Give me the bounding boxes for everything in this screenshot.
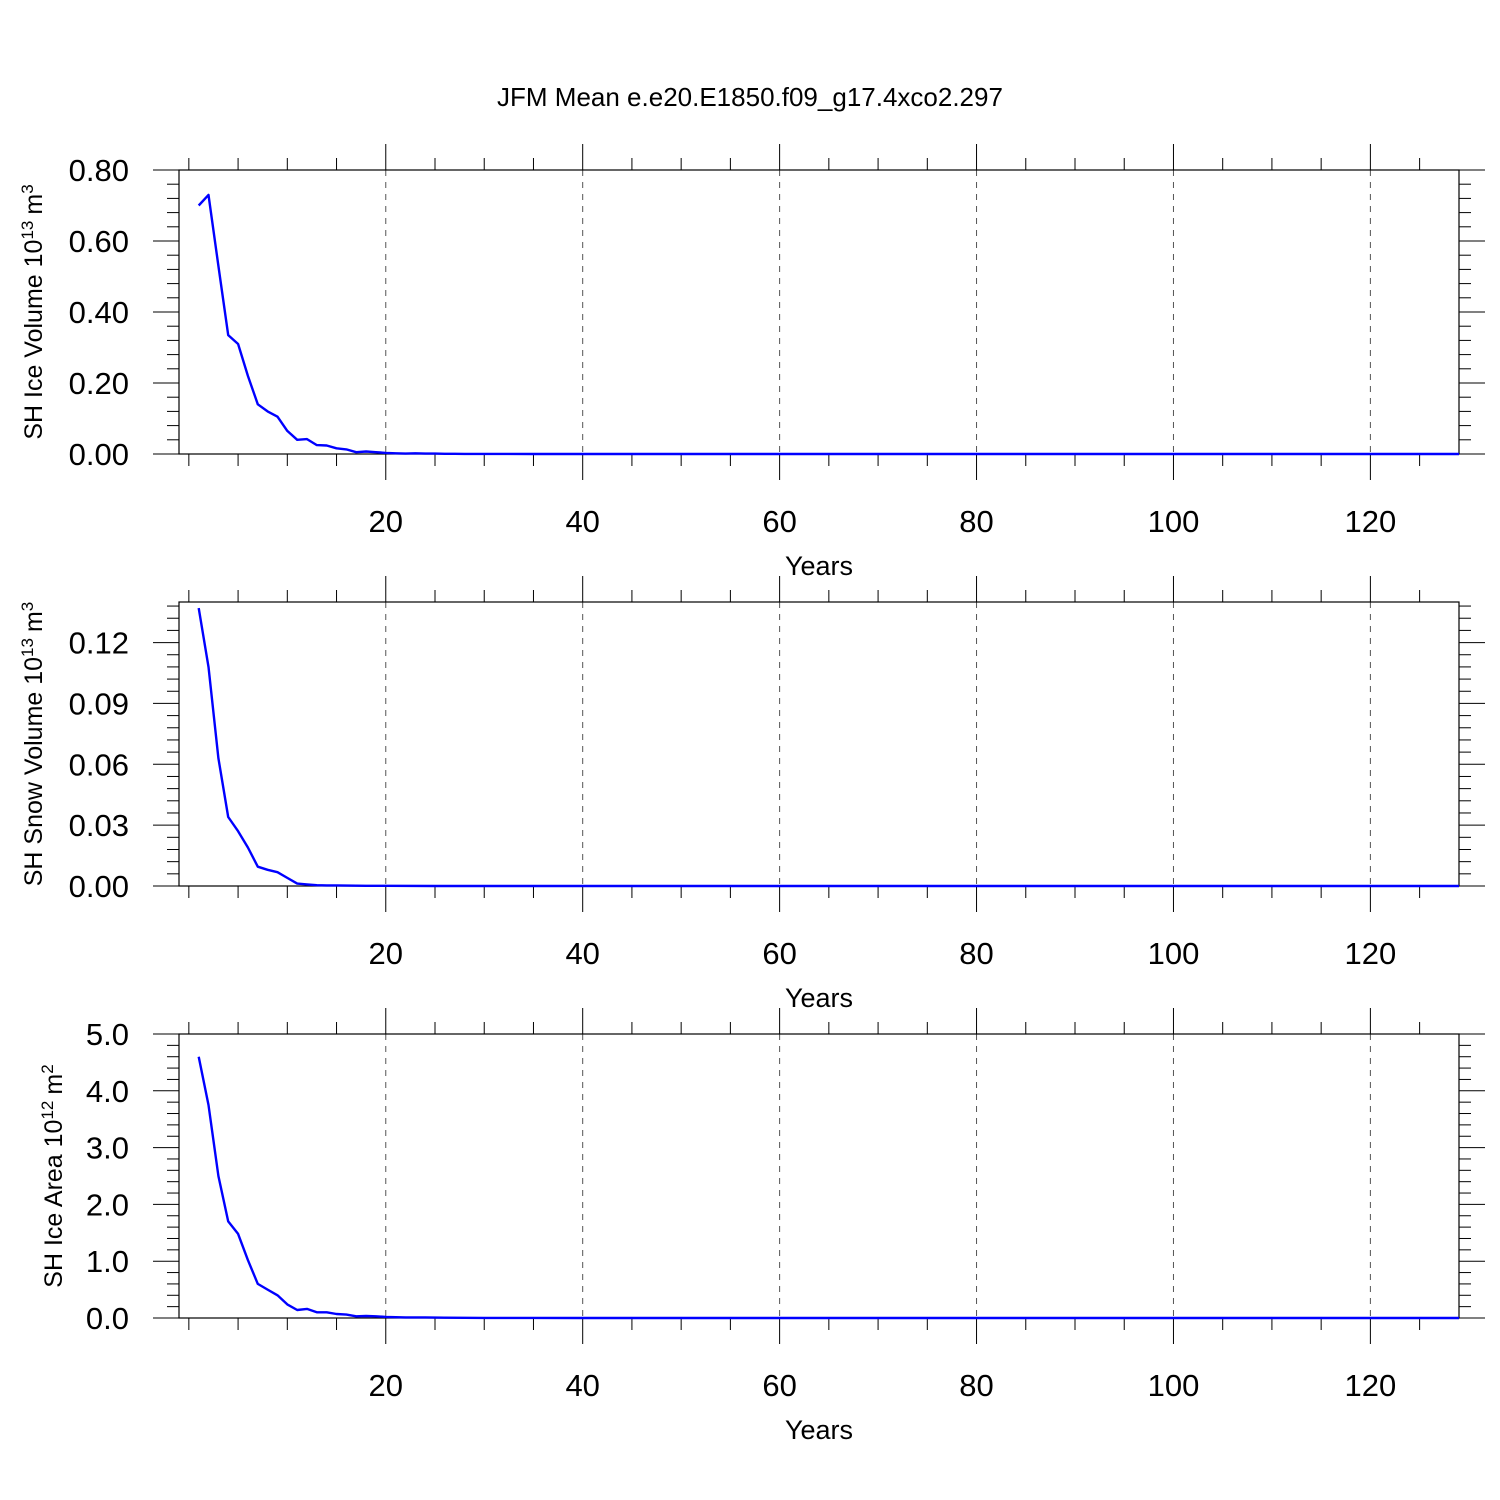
x-tick-label: 60	[762, 1368, 796, 1403]
y-tick-label: 1.0	[86, 1244, 129, 1279]
x-tick-label: 100	[1148, 936, 1200, 971]
panel-1: 0.00 0.20 0.40 0.60 0.80 20 40 60 80 100 120 Years S…	[18, 144, 1485, 581]
panel-2: 0.00 0.03 0.06 0.09 0.12 20 40 60 80 100 120 Years S…	[18, 576, 1485, 1013]
y-axis-label: SH Ice Area 1012m2	[38, 1064, 69, 1287]
y-tick-label: 0.06	[69, 747, 129, 782]
x-axis-label: Years	[785, 983, 853, 1013]
series-line	[197, 193, 1459, 456]
x-tick-label: 20	[369, 504, 403, 539]
x-tick-label: 20	[369, 1368, 403, 1403]
x-tick-label: 80	[959, 1368, 993, 1403]
x-axis-label: Years	[785, 551, 853, 581]
x-axis-label: Years	[785, 1415, 853, 1445]
y-axis-label: SH Ice Volume 1013m3	[18, 184, 49, 439]
y-axis-label: SH Snow Volume 1013m3	[18, 602, 49, 887]
y-tick-label: 0.60	[69, 224, 129, 259]
x-tick-label: 20	[369, 936, 403, 971]
figure-title: JFM Mean e.e20.E1850.f09_g17.4xco2.297	[497, 82, 1003, 112]
x-tick-label: 120	[1345, 504, 1397, 539]
x-tick-label: 120	[1345, 936, 1397, 971]
y-tick-label: 2.0	[86, 1187, 129, 1222]
x-tick-label: 60	[762, 936, 796, 971]
x-tick-label: 40	[565, 936, 599, 971]
x-tick-label: 40	[565, 1368, 599, 1403]
x-tick-label: 60	[762, 504, 796, 539]
y-tick-label: 0.00	[69, 437, 129, 472]
x-tick-label: 40	[565, 504, 599, 539]
y-tick-label: 0.12	[69, 626, 129, 661]
x-tick-label: 100	[1148, 1368, 1200, 1403]
plot-frame	[178, 1033, 1460, 1319]
y-tick-label: 0.40	[69, 295, 129, 330]
series-line	[197, 607, 1459, 888]
y-tick-label: 3.0	[86, 1131, 129, 1166]
y-tick-label: 4.0	[86, 1074, 129, 1109]
x-tick-label: 80	[959, 504, 993, 539]
y-tick-label: 0.03	[69, 808, 129, 843]
plot-frame	[178, 169, 1460, 455]
y-tick-label: 0.80	[69, 153, 129, 188]
x-tick-label: 120	[1345, 1368, 1397, 1403]
plot-frame	[178, 601, 1460, 887]
y-tick-label: 0.0	[86, 1301, 129, 1336]
y-tick-label: 0.20	[69, 366, 129, 401]
x-tick-label: 80	[959, 936, 993, 971]
series-line	[197, 1056, 1459, 1320]
y-tick-label: 0.09	[69, 686, 129, 721]
x-tick-label: 100	[1148, 504, 1200, 539]
panel-3: 0.0 1.0 2.0 3.0 4.0 5.0 20 40 60 80 100 120 Years SH …	[38, 1008, 1485, 1445]
y-tick-label: 5.0	[86, 1017, 129, 1052]
y-tick-label: 0.00	[69, 869, 129, 904]
